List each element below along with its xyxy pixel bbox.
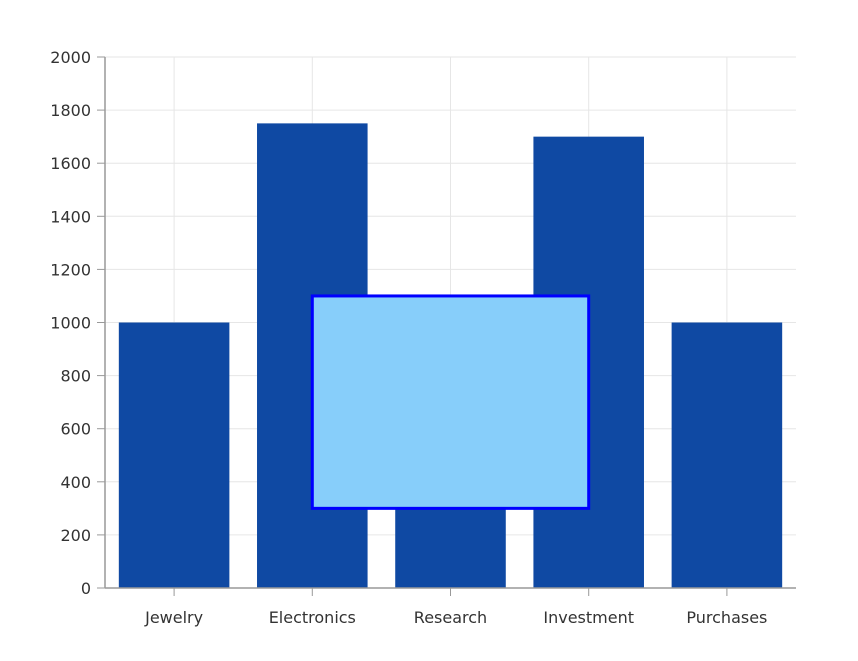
y-tick-label: 400 — [60, 473, 91, 492]
x-category-label: Electronics — [269, 608, 356, 627]
x-category-label: Purchases — [686, 608, 767, 627]
y-tick-label: 0 — [81, 579, 91, 598]
axes — [97, 56, 796, 596]
bar-jewelry — [118, 322, 230, 588]
y-tick-label: 2000 — [50, 48, 91, 67]
y-tick-label: 800 — [60, 367, 91, 386]
x-category-label: Investment — [543, 608, 634, 627]
overlay-layer — [310, 294, 591, 510]
x-category-label: Jewelry — [144, 608, 203, 627]
y-tick-label: 1000 — [50, 314, 91, 333]
x-category-label: Research — [414, 608, 487, 627]
y-axis-tick-labels: 0 200 400 600 800 1000 1200 1400 1600 1800 2000 — [50, 48, 91, 598]
highlight-rectangle — [310, 294, 591, 510]
y-tick-label: 600 — [60, 420, 91, 439]
y-tick-label: 1800 — [50, 101, 91, 120]
y-tick-label: 1200 — [50, 260, 91, 279]
y-tick-label: 1400 — [50, 207, 91, 226]
bar-purchases — [671, 322, 783, 588]
y-tick-label: 1600 — [50, 154, 91, 173]
x-axis-category-labels: Jewelry Electronics Research Investment Purc… — [144, 608, 767, 627]
y-tick-label: 200 — [60, 526, 91, 545]
